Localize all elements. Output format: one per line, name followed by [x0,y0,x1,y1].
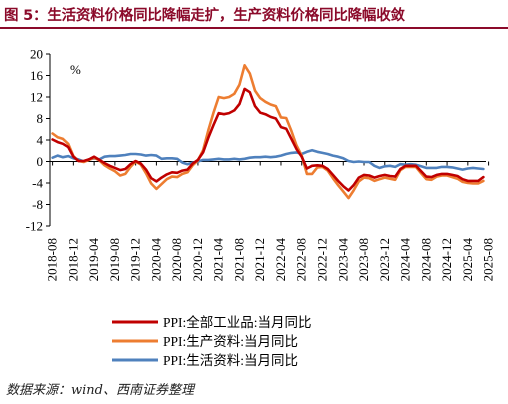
y-tick-label: -12 [26,219,43,234]
x-tick-label: 2020-04 [148,238,163,282]
x-tick-label: 2022-08 [294,238,309,281]
x-tick-label: 2020-12 [190,238,205,281]
x-tick-label: 2018-12 [65,238,80,281]
y-tick-label: -8 [32,197,43,212]
y-tick-label: 0 [37,154,44,169]
x-tick-label: 2021-04 [211,238,226,282]
x-tick-label: 2019-12 [128,238,143,281]
y-tick-label: 8 [37,111,44,126]
x-tick-label: 2021-12 [252,238,267,281]
unit-label: % [70,62,81,77]
series-line-production [51,63,485,200]
x-tick-label: 2019-04 [86,238,101,282]
y-tick-label: -4 [32,176,43,191]
x-tick-label: 2024-08 [418,238,433,281]
data-source: 数据来源：wind、西南证券整理 [6,383,194,398]
x-tick-label: 2023-04 [335,238,350,282]
legend-label-production: PPI:生产资料:当月同比 [163,334,298,349]
x-tick-label: 2023-12 [377,238,392,281]
y-tick-label: 4 [37,133,44,148]
series-line-living [51,148,485,171]
legend-label-ppi: PPI:全部工业品:当月同比 [163,314,312,330]
y-tick-label: 20 [30,47,43,62]
x-tick-label: 2018-08 [45,238,60,281]
series-line-ppi [51,87,485,192]
x-tick-label: 2020-08 [169,238,184,281]
y-tick-label: 12 [30,90,43,105]
x-tick-label: 2024-04 [398,238,413,282]
x-tick-label: 2025-04 [460,238,475,282]
legend-label-living: PPI:生活资料:当月同比 [163,353,298,368]
y-tick-label: 16 [30,68,44,83]
x-tick-label: 2025-08 [481,238,496,281]
x-tick-label: 2022-04 [273,238,288,282]
title-rule [0,27,508,29]
chart-title: 图 5：生活资料价格同比降幅走扩，生产资料价格同比降幅收敛 [4,8,405,24]
x-tick-label: 2023-08 [356,238,371,281]
x-tick-label: 2021-08 [231,238,246,281]
x-tick-label: 2022-12 [315,238,330,281]
title-bar: 图 5：生活资料价格同比降幅走扩，生产资料价格同比降幅收敛 [0,0,508,29]
x-tick-label: 2019-08 [107,238,122,281]
x-tick-label: 2024-12 [439,238,454,281]
